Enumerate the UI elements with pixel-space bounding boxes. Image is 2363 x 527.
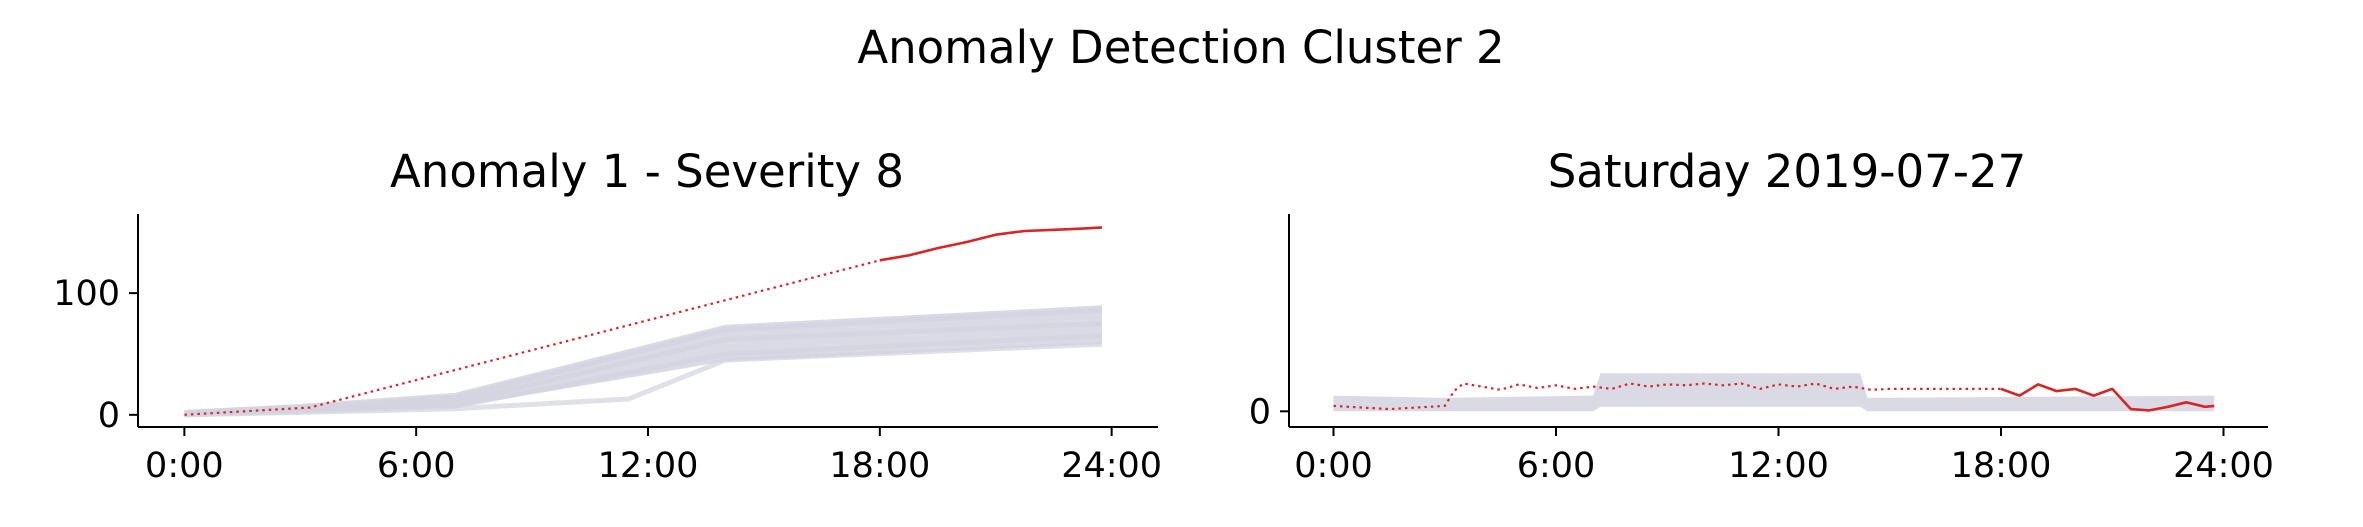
x-tick-label: 24:00 [2173, 446, 2274, 486]
x-tick-label: 12:00 [1728, 446, 1829, 486]
figure-title: Anomaly Detection Cluster 2 [857, 21, 1504, 74]
series-line-observed [879, 226, 1103, 262]
x-tick-label: 12:00 [598, 446, 699, 486]
series-line-interpolated [184, 259, 881, 416]
x-tick-label: 18:00 [829, 446, 930, 486]
x-tick-label: 0:00 [145, 446, 224, 486]
series-line-observed [2000, 383, 2215, 412]
x-tick-label: 6:00 [1517, 446, 1596, 486]
x-tick-label: 24:00 [1061, 446, 1162, 486]
chart-panel-day: Saturday 2019-07-27 0:00 6:00 12:00 18:00 24… [1249, 145, 2274, 486]
panel-title: Saturday 2019-07-27 [1548, 145, 2027, 198]
panel-title: Anomaly 1 - Severity 8 [390, 145, 904, 198]
background-line [184, 341, 1103, 418]
y-tick-label: 0 [1249, 392, 1271, 432]
series-line-interpolated [1333, 382, 2001, 411]
y-tick-label: 0 [98, 396, 120, 436]
x-tick-label: 18:00 [1951, 446, 2052, 486]
y-tick-label: 100 [53, 274, 120, 314]
x-tick-label: 6:00 [377, 446, 456, 486]
chart-panel-anomaly: Anomaly 1 - Severity 8 0:00 6:00 12:00 18:0… [53, 145, 1162, 486]
background-band [1333, 373, 2215, 412]
x-tick-label: 0:00 [1294, 446, 1373, 486]
